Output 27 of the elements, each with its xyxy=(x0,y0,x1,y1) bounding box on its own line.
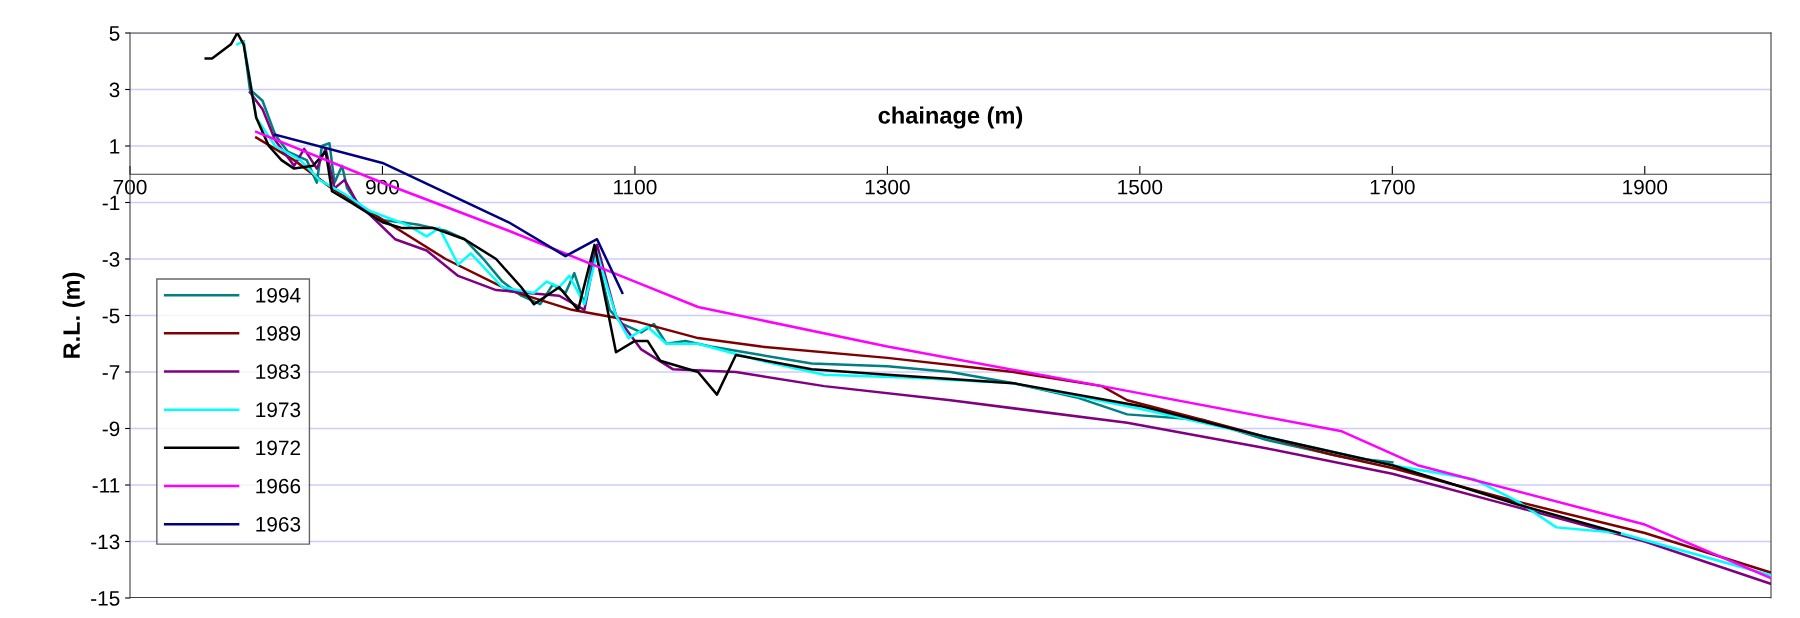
legend-label: 1972 xyxy=(256,440,301,456)
legend-label: 1989 xyxy=(256,326,301,341)
x-tick-label: 1500 xyxy=(1118,179,1163,195)
y-tick-label: -3 xyxy=(102,252,120,267)
x-axis-title: chainage (m) xyxy=(878,106,1023,129)
y-tick-label: -9 xyxy=(102,421,120,437)
legend-label: 1966 xyxy=(256,478,301,494)
y-tick-label: -11 xyxy=(92,478,120,493)
x-tick-label: 1900 xyxy=(1623,179,1668,195)
y-tick-label: -1 xyxy=(102,195,120,211)
y-tick-label: 3 xyxy=(109,82,120,98)
legend-label: 1983 xyxy=(256,364,301,379)
line-series xyxy=(204,33,1621,535)
y-tick-label: -5 xyxy=(102,308,120,324)
legend-label: 1994 xyxy=(256,287,301,303)
y-axis-title: R.L. (m) xyxy=(62,272,85,358)
y-tick-label: 1 xyxy=(110,139,120,154)
y-tick-label: 5 xyxy=(109,26,120,41)
x-tick-label: 1300 xyxy=(865,179,910,195)
legend-label: 1963 xyxy=(256,516,301,532)
legend-label: 1973 xyxy=(256,402,301,418)
x-tick-label: 1700 xyxy=(1370,179,1415,195)
y-tick-label: -15 xyxy=(91,591,120,606)
x-tick-label: 1100 xyxy=(614,179,657,195)
y-tick-label: -13 xyxy=(91,534,120,550)
x-tick-label: 700 xyxy=(113,179,147,195)
y-tick-label: -7 xyxy=(102,365,120,380)
